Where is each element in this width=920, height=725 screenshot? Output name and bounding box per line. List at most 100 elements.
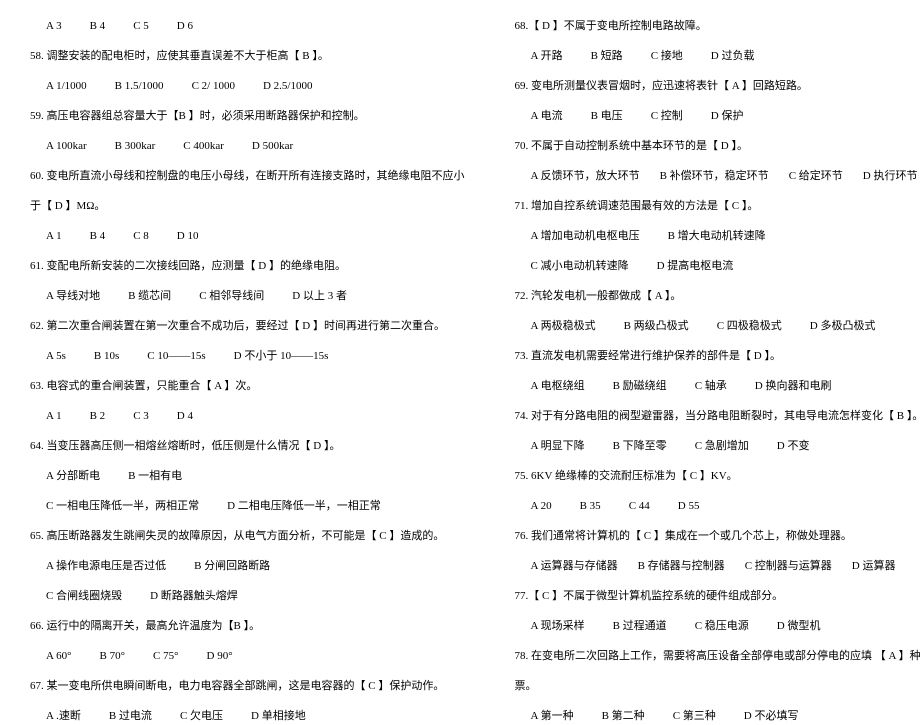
option: C 接地	[651, 48, 683, 65]
option: C 400kar	[183, 138, 224, 155]
question-line: 74. 对于有分路电阻的阀型避雷器，当分路电阻断裂时，其电导电流怎样变化【 B …	[515, 408, 920, 425]
option: A 现场采样	[531, 618, 585, 635]
options-line: A 1B 2C 3D 4	[30, 408, 465, 425]
option: B 过程通道	[613, 618, 667, 635]
option: C 稳压电源	[695, 618, 749, 635]
option: B 过电流	[109, 708, 152, 725]
options-line: A 电流B 电压C 控制D 保护	[515, 108, 920, 125]
option: C 10——15s	[147, 348, 205, 365]
option: A 1	[46, 228, 62, 245]
question-line: 61. 变配电所新安装的二次接线回路，应测量【 D 】的绝缘电阻。	[30, 258, 465, 275]
option: D 55	[678, 498, 700, 515]
option: C 44	[629, 498, 650, 515]
question-line: 68.【 D 】不属于变电所控制电路故障。	[515, 18, 920, 35]
option: D 保护	[711, 108, 744, 125]
option: D 换向器和电刷	[755, 378, 832, 395]
option: B 短路	[591, 48, 623, 65]
option: A 1	[46, 408, 62, 425]
option: D 不变	[777, 438, 810, 455]
option: D 不必填写	[744, 708, 799, 725]
option: A 运算器与存储器	[531, 558, 618, 575]
question-line: 64. 当变压器高压侧一相熔丝熔断时，低压侧是什么情况【 D 】。	[30, 438, 465, 455]
option: A 增加电动机电枢电压	[531, 228, 640, 245]
option: C 控制器与运算器	[745, 558, 832, 575]
question-line: 63. 电容式的重合闸装置，只能重合【 A 】次。	[30, 378, 465, 395]
question-line: 73. 直流发电机需要经常进行维护保养的部件是【 D 】。	[515, 348, 920, 365]
option: C 给定环节	[789, 168, 843, 185]
option: C 第三种	[673, 708, 716, 725]
option: D 不小于 10——15s	[234, 348, 329, 365]
question-line: 于【 D 】MΩ。	[30, 198, 465, 215]
options-line: A 电枢绕组B 励磁绕组C 轴承D 换向器和电刷	[515, 378, 920, 395]
option: B 4	[90, 18, 106, 35]
options-line: C 一相电压降低一半，两相正常D 二相电压降低一半，一相正常	[30, 498, 465, 515]
question-line: 71. 增加自控系统调速范围最有效的方法是【 C 】。	[515, 198, 920, 215]
question-line: 62. 第二次重合闸装置在第一次重合不成功后，要经过【 D 】时间再进行第二次重…	[30, 318, 465, 335]
option: A 分部断电	[46, 468, 100, 485]
option: A 3	[46, 18, 62, 35]
option: A 电枢绕组	[531, 378, 585, 395]
question-line: 70. 不属于自动控制系统中基本环节的是【 D 】。	[515, 138, 920, 155]
option: C 减小电动机转速降	[531, 258, 629, 275]
option: B 增大电动机转速降	[668, 228, 766, 245]
option: D 执行环节	[863, 168, 918, 185]
option: A 5s	[46, 348, 66, 365]
option: D 500kar	[252, 138, 293, 155]
question-line: 66. 运行中的隔离开关，最高允许温度为【B 】。	[30, 618, 465, 635]
option: D 10	[177, 228, 199, 245]
question-line: 票。	[515, 678, 920, 695]
option: C 控制	[651, 108, 683, 125]
option: D 6	[177, 18, 193, 35]
option: D 以上 3 者	[292, 288, 347, 305]
options-line: A 增加电动机电枢电压 B 增大电动机转速降	[515, 228, 920, 245]
question-line: 72. 汽轮发电机一般都做成【 A 】。	[515, 288, 920, 305]
option: D 断路器触头熔焊	[150, 588, 238, 605]
question-line: 69. 变电所测量仪表冒烟时，应迅速将表针【 A 】回路短路。	[515, 78, 920, 95]
option: B 第二种	[602, 708, 645, 725]
question-line: 59. 高压电容器组总容量大于【B 】时，必须采用断路器保护和控制。	[30, 108, 465, 125]
question-line: 60. 变电所直流小母线和控制盘的电压小母线，在断开所有连接支路时，其绝缘电阻不…	[30, 168, 465, 185]
option: C 5	[133, 18, 149, 35]
option: B 70°	[100, 648, 126, 665]
option: B 补偿环节，稳定环节	[660, 168, 769, 185]
options-line: C 合闸线圈烧毁D 断路器触头熔焊	[30, 588, 465, 605]
option: B 4	[90, 228, 106, 245]
options-line: A 两极稳极式B 两级凸极式C 四极稳极式D 多极凸极式	[515, 318, 920, 335]
options-line: A 3 B 4 C 5 D 6	[30, 18, 465, 35]
options-line: A 第一种B 第二种C 第三种D 不必填写	[515, 708, 920, 725]
question-line: 75. 6KV 绝缘棒的交流耐压标准为【 C 】KV。	[515, 468, 920, 485]
option: B 下降至零	[613, 438, 667, 455]
option: D 提高电枢电流	[657, 258, 734, 275]
options-line: A 1B 4C 8D 10	[30, 228, 465, 245]
options-line: A 现场采样B 过程通道C 稳压电源D 微型机	[515, 618, 920, 635]
question-line: 65. 高压断路器发生跳闸失灵的故障原因，从电气方面分析，不可能是【 C 】造成…	[30, 528, 465, 545]
option: A .速断	[46, 708, 81, 725]
option: B 分闸回路断路	[194, 558, 270, 575]
option: A 操作电源电压是否过低	[46, 558, 166, 575]
options-line: A 明显下降B 下降至零C 急剧增加D 不变	[515, 438, 920, 455]
options-line: A .速断B 过电流C 欠电压D 单相接地	[30, 708, 465, 725]
option: B 10s	[94, 348, 119, 365]
option: B 2	[90, 408, 106, 425]
question-line: 58. 调整安装的配电柜时，应使其垂直误差不大于柜高【 B 】。	[30, 48, 465, 65]
option: C 欠电压	[180, 708, 223, 725]
option: B 300kar	[115, 138, 156, 155]
option: D 90°	[207, 648, 233, 665]
option: C 四极稳极式	[717, 318, 782, 335]
option: B 缆芯间	[128, 288, 171, 305]
question-line: 78. 在变电所二次回路上工作，需要将高压设备全部停电或部分停电的应填 【 A …	[515, 648, 920, 665]
options-line: A 5s B 10s C 10——15s D 不小于 10——15s	[30, 348, 465, 365]
option: B 一相有电	[128, 468, 182, 485]
option: B 励磁绕组	[613, 378, 667, 395]
option: A 1/1000	[46, 78, 87, 95]
options-line: A 开路B 短路C 接地D 过负载	[515, 48, 920, 65]
option: A 100kar	[46, 138, 87, 155]
option: D 二相电压降低一半，一相正常	[227, 498, 381, 515]
left-column: A 3 B 4 C 5 D 6 58. 调整安装的配电柜时，应使其垂直误差不大于柜高【 …	[30, 18, 465, 641]
option: D 2.5/1000	[263, 78, 313, 95]
option: B 两级凸极式	[624, 318, 689, 335]
option: A 明显下降	[531, 438, 585, 455]
option: A 20	[531, 498, 552, 515]
option: A 两极稳极式	[531, 318, 596, 335]
option: B 1.5/1000	[115, 78, 164, 95]
